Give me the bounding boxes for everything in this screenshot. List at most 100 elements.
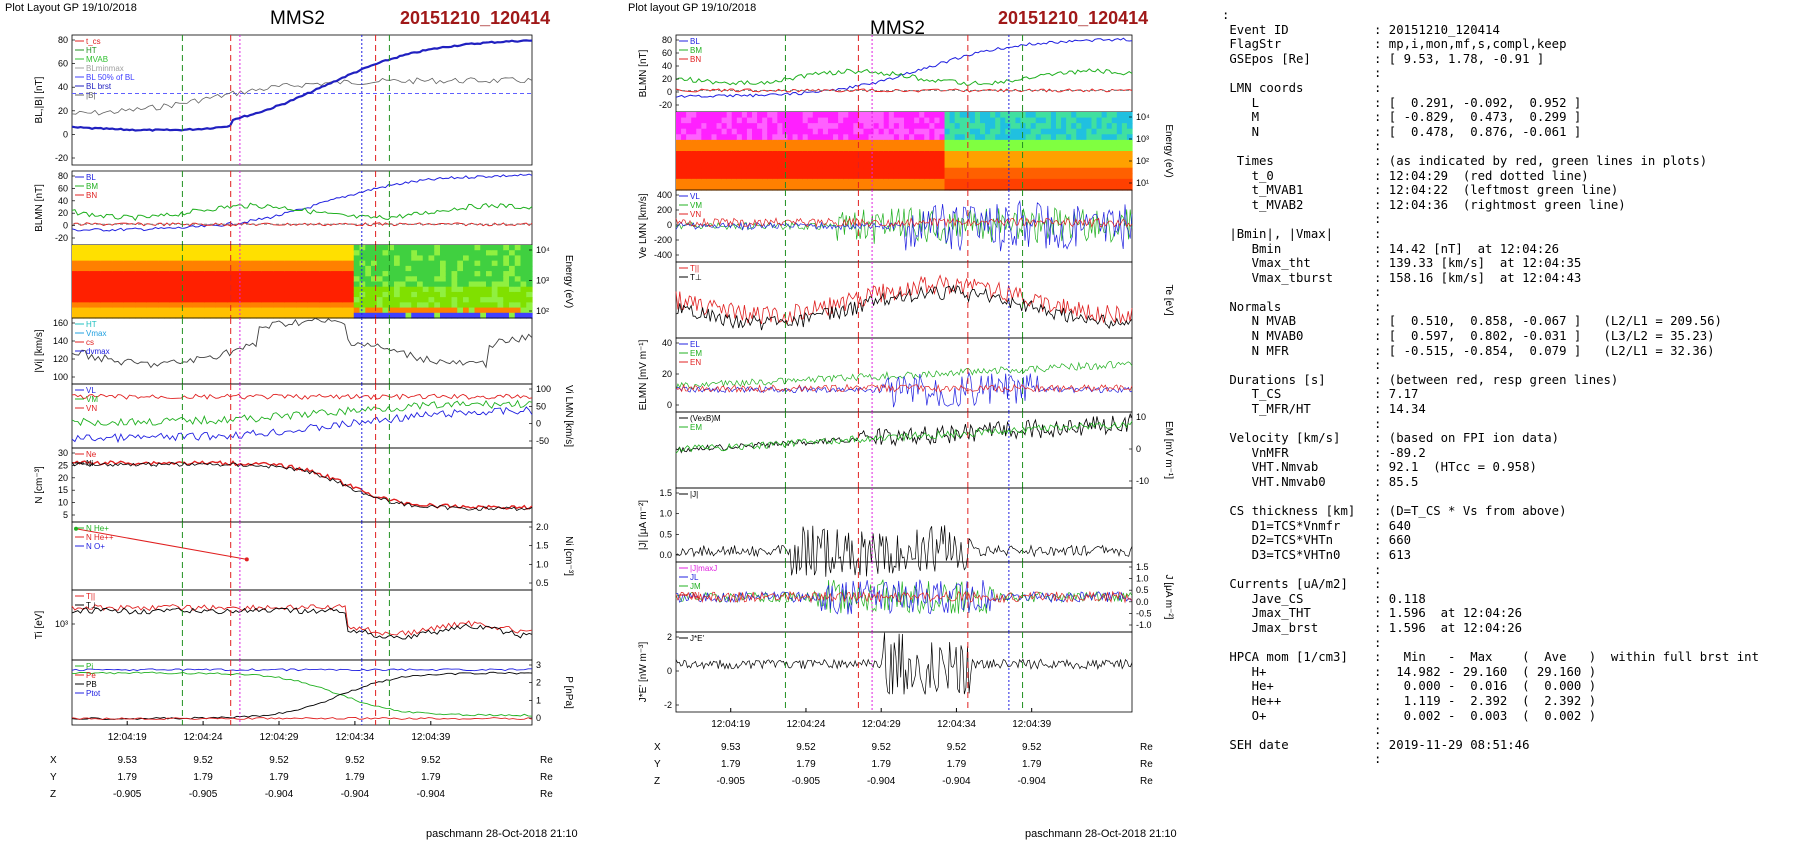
spectrogram-cell — [1066, 128, 1072, 135]
spectrogram-cell — [474, 255, 481, 262]
spectrogram-cell — [1050, 128, 1057, 135]
spectrogram-cell — [812, 145, 819, 152]
spectrogram-cell — [348, 281, 355, 288]
left-ephem-value: -0.904 — [417, 789, 446, 800]
spectrogram-cell — [746, 167, 753, 174]
spectrogram-cell — [169, 260, 177, 267]
spectrogram-cell — [691, 117, 697, 124]
spectrogram-cell — [1086, 123, 1093, 130]
spectrogram-cell — [491, 260, 499, 267]
spectrogram-cell — [812, 162, 819, 169]
spectrogram-cell — [405, 297, 412, 303]
spectrogram-cell — [1071, 112, 1077, 119]
spectrogram-cell — [371, 286, 378, 293]
spectrogram-cell — [509, 291, 516, 298]
spectrogram-cell — [1025, 112, 1032, 119]
spectrogram-cell — [89, 260, 96, 267]
spectrogram-cell — [696, 156, 702, 163]
info-value: : 92.1 (HTcc = 0.958) — [1374, 460, 1537, 475]
spectrogram-cell — [726, 151, 733, 158]
spectrogram-cell — [296, 291, 303, 298]
spectrogram-cell — [959, 167, 966, 174]
spectrogram-cell — [1071, 184, 1077, 191]
spectrogram-cell — [95, 250, 102, 257]
middle-tick-label: 80 — [662, 35, 672, 45]
spectrogram-cell — [985, 145, 991, 152]
spectrogram-cell — [1000, 167, 1006, 174]
spectrogram-cell — [307, 276, 315, 283]
spectrogram-cell — [706, 134, 713, 141]
middle-tick-label: 0.0 — [659, 550, 672, 560]
spectrogram-cell — [838, 156, 844, 163]
spectrogram-cell — [711, 112, 718, 119]
spectrogram-cell — [491, 291, 499, 298]
spectrogram-cell — [721, 173, 728, 180]
info-value: : [ 0.597, 0.802, -0.031 ] (L3/L2 = 35.2… — [1374, 329, 1715, 344]
spectrogram-cell — [526, 291, 533, 298]
spectrogram-cell — [181, 286, 188, 293]
spectrogram-cell — [797, 123, 804, 130]
spectrogram-cell — [497, 302, 504, 309]
left-event-id: 20151210_120414 — [400, 8, 551, 28]
spectrogram-cell — [169, 312, 177, 319]
spectrogram-cell — [1071, 134, 1077, 141]
spectrogram-cell — [376, 250, 384, 257]
spectrogram-cell — [399, 255, 407, 262]
spectrogram-cell — [376, 297, 384, 303]
middle-tick-label: -200 — [654, 235, 672, 245]
spectrogram-cell — [696, 162, 702, 169]
spectrogram-cell — [204, 291, 211, 298]
spectrogram-cell — [1071, 145, 1077, 152]
spectrogram-cell — [1020, 134, 1027, 141]
spectrogram-cell — [853, 151, 859, 158]
spectrogram-cell — [787, 112, 794, 119]
spectrogram-cell — [757, 156, 763, 163]
spectrogram-cell — [238, 302, 246, 309]
data-trace — [675, 284, 1133, 331]
spectrogram-cell — [146, 271, 154, 277]
spectrogram-cell — [112, 245, 119, 251]
spectrogram-cell — [474, 265, 481, 272]
spectrogram-cell — [929, 156, 935, 163]
spectrogram-cell — [1035, 117, 1042, 124]
spectrogram-cell — [833, 117, 839, 124]
spectrogram-cell — [752, 162, 758, 169]
spectrogram-cell — [1040, 134, 1047, 141]
spectrogram-cell — [924, 145, 930, 152]
spectrogram-cell — [480, 297, 487, 303]
spectrogram-cell — [848, 123, 854, 130]
spectrogram-cell — [1035, 178, 1042, 186]
spectrogram-cell — [83, 245, 90, 251]
spectrogram-cell — [434, 286, 441, 293]
spectrogram-cell — [440, 312, 447, 319]
spectrogram-cell — [701, 128, 707, 135]
left-plot-layout-header: Plot Layout GP 19/10/2018 — [5, 2, 137, 14]
info-key: t_MVAB1 — [1222, 183, 1304, 198]
info-row: : — [1222, 358, 1759, 373]
spectrogram-cell — [520, 250, 527, 257]
spectrogram-cell — [129, 307, 136, 314]
info-value: : 14.982 - 29.160 ( 29.160 ) — [1374, 664, 1597, 679]
spectrogram-cell — [514, 260, 522, 267]
spectrogram-cell — [376, 291, 384, 298]
spectrogram-cell — [1010, 173, 1017, 180]
spectrogram-cell — [210, 286, 217, 293]
spectrogram-cell — [244, 260, 251, 267]
spectrogram-cell — [267, 265, 274, 272]
spectrogram-cell — [792, 112, 799, 119]
spectrogram-cell — [491, 276, 499, 283]
left-ephem-value: 9.52 — [345, 755, 365, 766]
spectrogram-cell — [904, 112, 910, 119]
spectrogram-cell — [440, 281, 447, 288]
left-tick-label: -50 — [536, 436, 549, 446]
spectrogram-cell — [244, 250, 251, 257]
spectrogram-cell — [112, 250, 119, 257]
left-ephem-value: -0.905 — [113, 789, 142, 800]
middle-ephem-label: X — [654, 742, 661, 753]
spectrogram-cell — [838, 134, 844, 141]
spectrogram-cell — [198, 260, 205, 267]
spectrogram-cell — [985, 112, 991, 119]
info-key: N MVAB0 — [1222, 329, 1304, 344]
spectrogram-cell — [164, 276, 171, 283]
spectrogram-cell — [480, 286, 487, 293]
